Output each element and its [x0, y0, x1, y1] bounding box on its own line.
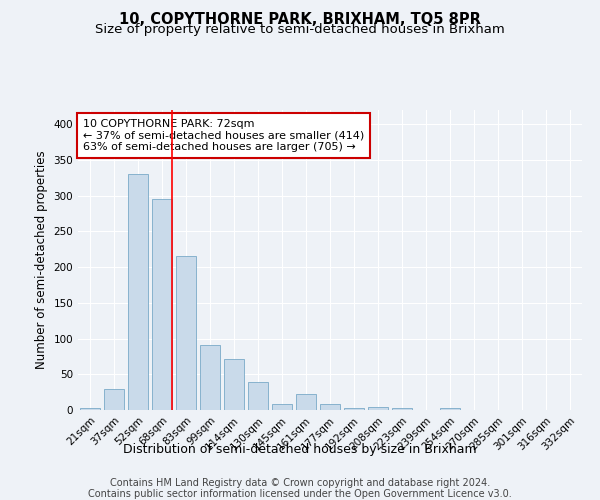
Bar: [296, 394, 316, 410]
Bar: [344, 408, 364, 410]
Text: Size of property relative to semi-detached houses in Brixham: Size of property relative to semi-detach…: [95, 22, 505, 36]
Bar: [80, 408, 100, 410]
Text: Contains HM Land Registry data © Crown copyright and database right 2024.: Contains HM Land Registry data © Crown c…: [110, 478, 490, 488]
Bar: [176, 256, 196, 410]
Bar: [320, 404, 340, 410]
Bar: [200, 345, 220, 410]
Y-axis label: Number of semi-detached properties: Number of semi-detached properties: [35, 150, 48, 370]
Bar: [224, 360, 244, 410]
Bar: [392, 408, 412, 410]
Bar: [440, 408, 460, 410]
Bar: [152, 200, 172, 410]
Bar: [272, 404, 292, 410]
Bar: [368, 407, 388, 410]
Text: Distribution of semi-detached houses by size in Brixham: Distribution of semi-detached houses by …: [123, 442, 477, 456]
Bar: [128, 174, 148, 410]
Text: Contains public sector information licensed under the Open Government Licence v3: Contains public sector information licen…: [88, 489, 512, 499]
Text: 10 COPYTHORNE PARK: 72sqm
← 37% of semi-detached houses are smaller (414)
63% of: 10 COPYTHORNE PARK: 72sqm ← 37% of semi-…: [83, 119, 364, 152]
Bar: [248, 382, 268, 410]
Bar: [104, 388, 124, 410]
Text: 10, COPYTHORNE PARK, BRIXHAM, TQ5 8PR: 10, COPYTHORNE PARK, BRIXHAM, TQ5 8PR: [119, 12, 481, 28]
